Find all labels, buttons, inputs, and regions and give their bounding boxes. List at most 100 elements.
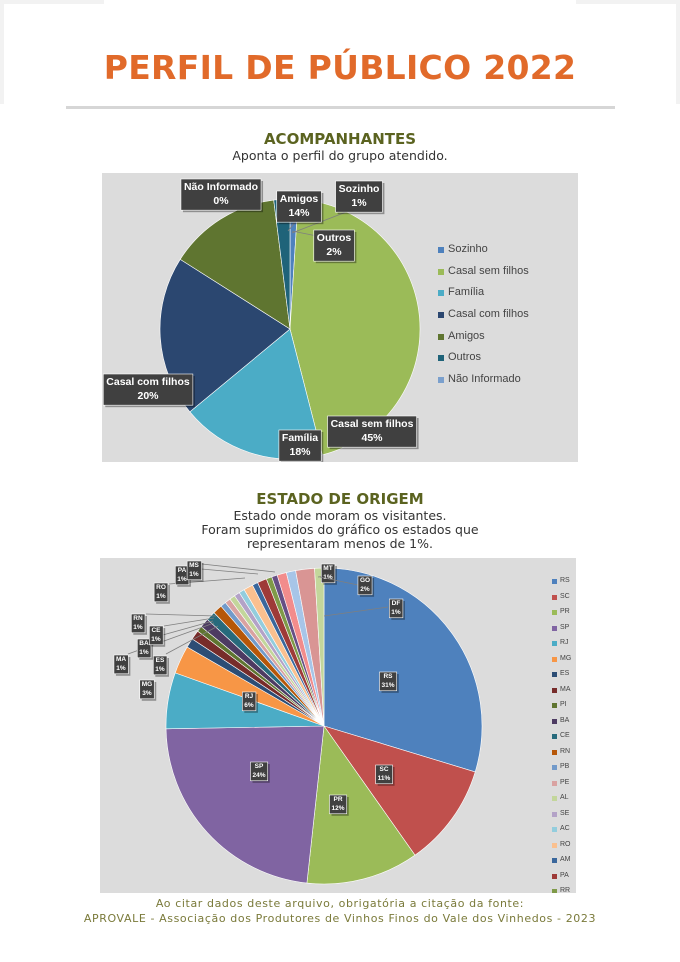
data-label-box-sc <box>375 764 393 785</box>
legend-label: Amigos <box>448 329 485 342</box>
leader-line-outros <box>291 230 318 237</box>
data-label-ma: MA 1% <box>113 622 215 676</box>
legend-swatch <box>552 594 557 600</box>
legend-label: SC <box>560 592 570 600</box>
pie-slice-rs <box>323 567 483 773</box>
legend-swatch <box>552 610 557 615</box>
data-label-rn: RN 1% <box>130 613 217 635</box>
data-label-ce: CE 1% <box>148 617 215 647</box>
citation-note: Ao citar dados deste arquivo, obrigatóri… <box>155 897 525 910</box>
data-label-familia: Família 18% <box>278 429 324 462</box>
legend-swatch <box>552 842 557 848</box>
data-label-box-pr <box>329 794 348 815</box>
leader-line-es <box>165 625 219 655</box>
data-label-df: DF 1% <box>323 598 405 620</box>
data-label-es: ES 1% <box>152 625 219 677</box>
legend-label: RJ <box>560 639 569 646</box>
data-label-box-rs <box>379 671 398 692</box>
legend-swatch <box>552 703 557 708</box>
legend-label: AL <box>560 794 569 801</box>
pie-slice-sc <box>323 725 476 856</box>
svg-text:BA1%: BA 1% <box>139 640 149 656</box>
legend-swatch <box>552 687 557 693</box>
page-title: PERFIL DE PÚBLICO 2022 <box>103 48 577 87</box>
data-label-box-mg <box>139 679 155 700</box>
svg-text:RO1%: RO 1% <box>156 584 166 600</box>
legend-label: MA <box>560 685 571 693</box>
data-label-box-casal-com-filhos <box>102 373 194 406</box>
data-label-sc: SC 11% <box>375 764 395 786</box>
legend-swatch <box>552 718 557 724</box>
data-label-box-go <box>357 575 373 596</box>
svg-text:MA1%: MA 1% <box>116 656 126 672</box>
data-label-box-ma <box>113 654 129 675</box>
data-label-box-sozinho <box>335 180 383 213</box>
legend-label: Não Informado <box>448 373 521 386</box>
legend-swatch <box>552 672 557 677</box>
pie-slice-pr <box>306 725 416 885</box>
legend-swatch <box>552 734 557 739</box>
data-label-box-nao-informado <box>180 178 262 211</box>
chart-acompanhantes: Sozinho 1% Casal sem filhos 45% Família 18% Ca… <box>102 173 578 462</box>
data-label-box-amigos <box>276 190 322 223</box>
svg-text:MS1%: MS 1% <box>189 562 199 578</box>
legend-swatch <box>438 355 444 362</box>
legend-swatch <box>552 625 557 631</box>
legend-label: RO <box>560 840 571 848</box>
legend-swatch <box>438 247 444 253</box>
data-label-pa: PA 1% <box>174 565 259 587</box>
legend-label: SP <box>560 623 570 631</box>
svg-text:RJ6%: RJ 6% <box>244 693 254 709</box>
legend-swatch <box>552 811 557 817</box>
data-label-box-ba <box>136 638 152 659</box>
citation-source: APROVALE - Associação dos Produtores de … <box>83 912 597 925</box>
legend-swatch <box>438 290 444 297</box>
page-edge-top-left <box>0 0 104 4</box>
data-label-box-rn <box>130 613 146 634</box>
legend-label: RN <box>560 747 571 755</box>
data-label-casal-com-filhos: Casal com filhos 20% <box>102 373 195 408</box>
legend-swatch <box>552 579 557 584</box>
chart-estado-de-origem: RS 31% SC 11% PR 12% SP 24% RJ 6% MG 3% ES 1% MA 1% BA 1%… <box>100 558 576 893</box>
data-label-box-familia <box>278 429 322 462</box>
data-label-box-ro <box>153 582 169 603</box>
data-label-casal-sem-filhos: Casal sem filhos 45% <box>327 415 419 450</box>
legend-swatch <box>552 827 557 832</box>
data-label-ba: BA 1% <box>136 620 214 660</box>
section-subtitle-acompanhantes: Aponta o perfil do grupo atendido. <box>232 148 448 163</box>
legend-swatch <box>438 268 444 275</box>
data-label-sozinho: Sozinho 1% <box>291 180 385 234</box>
legend-label: AM <box>560 856 571 863</box>
data-label-ms: MS 1% <box>186 560 276 582</box>
legend-swatch <box>552 765 557 770</box>
section-title-estado-de-origem: ESTADO DE ORIGEM <box>256 490 424 508</box>
data-label-sp: SP 24% <box>250 761 270 783</box>
pie-slice-amigos <box>179 199 291 330</box>
legend-label: PE <box>560 778 570 786</box>
leader-line-ce <box>163 617 215 627</box>
legend-label: CE <box>560 732 570 739</box>
leader-line-df <box>323 606 389 617</box>
legend-label: PB <box>560 763 570 770</box>
title-divider <box>66 106 615 109</box>
data-label-ro: RO 1% <box>153 577 246 604</box>
legend-label: Família <box>448 286 485 299</box>
legend-label: Sozinho <box>448 243 488 255</box>
legend-label: PR <box>560 608 570 615</box>
svg-text:PA1%: PA 1% <box>177 567 187 583</box>
legend-label: Casal com filhos <box>448 308 529 321</box>
legend-swatch <box>438 377 444 384</box>
legend-label: PI <box>560 701 567 708</box>
legend-label: Casal sem filhos <box>448 264 529 277</box>
legend-swatch <box>438 312 444 319</box>
legend-swatch <box>552 749 557 755</box>
legend-swatch <box>552 858 557 863</box>
